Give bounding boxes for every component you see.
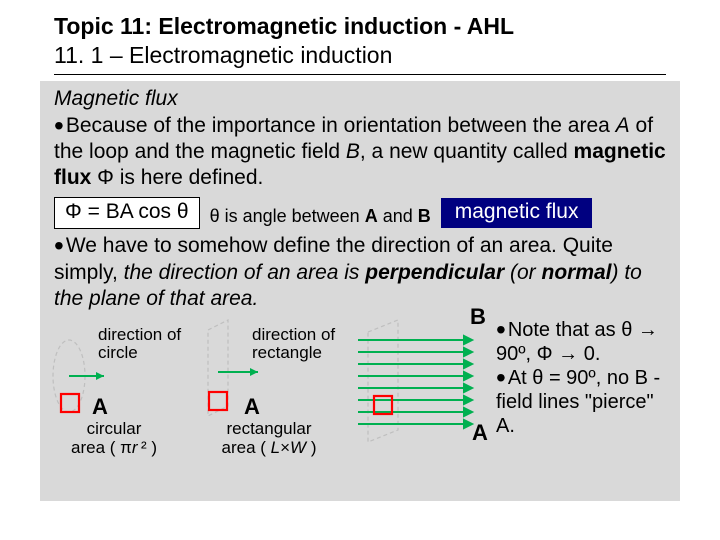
bullet-icon bbox=[496, 367, 508, 389]
side-note-1: Note that as θ → 90º, Φ → 0. bbox=[496, 318, 666, 366]
page-subtitle: 11. 1 – Electromagnetic induction bbox=[54, 41, 666, 70]
formula-description: θ is angle between A and B bbox=[210, 200, 431, 227]
p2-it-b: (or bbox=[504, 261, 541, 284]
circle-A-label: A bbox=[92, 394, 108, 420]
p1-A: A bbox=[616, 114, 630, 137]
divider bbox=[54, 74, 666, 75]
fd-A: A bbox=[365, 206, 378, 226]
p2-norm: normal bbox=[542, 261, 612, 284]
p1-text-c: , a new quantity called bbox=[360, 140, 574, 163]
sn2-text: At θ = 90º, no B -field lines "pierce" A… bbox=[496, 367, 660, 437]
p2-it-a: the direction of an area is bbox=[124, 261, 366, 284]
bullet-icon bbox=[496, 319, 508, 341]
rect-dir-label: direction of rectangle bbox=[252, 326, 344, 362]
p1-text-d: Φ is here defined. bbox=[91, 166, 263, 189]
field-diagram: B A bbox=[354, 310, 504, 450]
p1-text-a: Because of the importance in orientation… bbox=[66, 114, 616, 137]
rect-diagram: direction of rectangle A rectangular are… bbox=[194, 316, 344, 457]
fd-1: θ is angle between bbox=[210, 206, 365, 226]
rect-caption-2: area ( L×W ) bbox=[194, 439, 344, 458]
side-note-2: At θ = 90º, no B -field lines "pierce" A… bbox=[496, 366, 666, 438]
paragraph-2: We have to somehow define the direction … bbox=[54, 233, 666, 312]
field-B-label: B bbox=[470, 304, 486, 330]
header-block: Topic 11: Electromagnetic induction - AH… bbox=[54, 12, 666, 70]
page-title: Topic 11: Electromagnetic induction - AH… bbox=[54, 12, 666, 41]
circle-caption-1: circular bbox=[44, 420, 184, 439]
subheading: Magnetic flux bbox=[54, 87, 666, 111]
bullet-icon bbox=[54, 234, 66, 257]
circle-diagram: direction of circle A circular area ( πr… bbox=[44, 316, 184, 457]
sn1-text: Note that as θ → 90º, Φ → 0. bbox=[496, 319, 658, 365]
formula-row: Φ = BA cos θ θ is angle between A and B … bbox=[54, 197, 666, 229]
content-panel: Magnetic flux Because of the importance … bbox=[40, 81, 680, 501]
paragraph-1: Because of the importance in orientation… bbox=[54, 113, 666, 192]
rect-A-label: A bbox=[244, 394, 260, 420]
rect-caption-1: rectangular bbox=[194, 420, 344, 439]
circle-caption-2: area ( πr ² ) bbox=[44, 439, 184, 458]
flux-badge: magnetic flux bbox=[441, 198, 593, 228]
fd-2: and bbox=[378, 206, 418, 226]
formula-text: Φ = BA cos θ bbox=[65, 200, 189, 223]
circle-dir-label: direction of circle bbox=[98, 326, 184, 362]
side-notes: Note that as θ → 90º, Φ → 0. At θ = 90º,… bbox=[496, 318, 666, 438]
p2-perp: perpendicular bbox=[365, 261, 504, 284]
p1-B: B bbox=[346, 140, 360, 163]
field-A-label: A bbox=[472, 420, 488, 446]
bullet-icon bbox=[54, 114, 66, 137]
fd-B: B bbox=[418, 206, 431, 226]
formula-box: Φ = BA cos θ bbox=[54, 197, 200, 229]
diagrams-row: direction of circle A circular area ( πr… bbox=[54, 316, 666, 476]
